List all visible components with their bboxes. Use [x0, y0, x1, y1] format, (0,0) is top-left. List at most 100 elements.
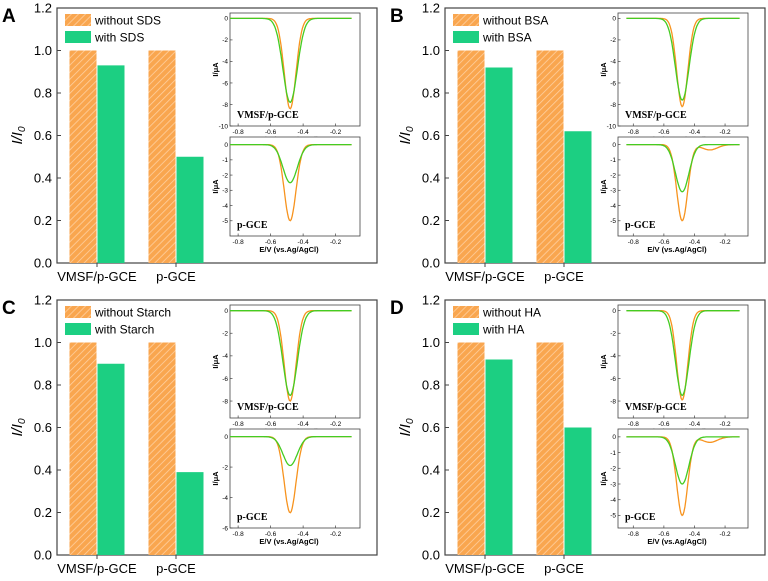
y-tick-label: 1.0 — [34, 335, 52, 350]
y-tick-label: 0.4 — [422, 463, 440, 478]
y-tick-label: 1.2 — [34, 293, 52, 308]
inset-y-tick-label: -2 — [222, 331, 228, 338]
bar-without-pgce — [536, 342, 564, 555]
x-category-label: VMSF/p-GCE — [57, 561, 137, 576]
y-tick-label: 0.2 — [422, 213, 440, 228]
inset-y-tick-label: 0 — [612, 142, 616, 149]
legend-label: without HA — [482, 306, 541, 320]
inset-x-tick-label: -0.6 — [658, 239, 670, 246]
curve-with — [626, 17, 740, 101]
inset-frame — [229, 304, 361, 419]
x-category-label: p-GCE — [156, 269, 196, 284]
y-axis-label: I/I0 — [9, 126, 28, 145]
y-tick-label: 0.4 — [422, 171, 440, 186]
y-tick-label: 0.6 — [34, 128, 52, 143]
bar-without-pgce — [536, 50, 564, 263]
inset-x-axis-label: E/V (vs.Ag/AgCl) — [259, 537, 319, 546]
inset-y-tick-label: -1 — [222, 157, 228, 164]
inset-x-tick-label: -0.2 — [719, 531, 731, 538]
panel-letter: C — [2, 298, 16, 319]
y-axis-label: I/I0 — [397, 418, 416, 437]
inset-pgce: -0.8 -0.6 -0.4 -0.2 0 -2 -4 -6 E/V (vs.Ag/AgCl) I… — [211, 428, 361, 546]
inset-y-tick-label: -4 — [222, 203, 228, 210]
inset-x-tick-label: -0.6 — [658, 531, 670, 538]
legend-label: without Starch — [94, 306, 171, 320]
legend-label: without SDS — [94, 14, 161, 28]
inset-x-tick-label: -0.4 — [298, 421, 310, 428]
legend-swatch-with — [65, 31, 91, 43]
inset-y-tick-label: -1 — [610, 157, 616, 164]
inset-y-tick-label: -3 — [610, 188, 616, 195]
y-tick-label: 0.6 — [422, 128, 440, 143]
inset-y-tick-label: 0 — [612, 434, 616, 441]
inset-frame — [229, 12, 361, 127]
inset-x-tick-label: -0.6 — [265, 239, 277, 246]
inset-y-tick-label: -2 — [222, 464, 228, 471]
x-category-label: VMSF/p-GCE — [445, 269, 525, 284]
inset-y-tick-label: -8 — [610, 102, 616, 109]
y-tick-label: 1.2 — [422, 1, 440, 16]
inset-electrode-name: VMSF/p-GCE — [237, 110, 299, 121]
inset-y-tick-label: -1 — [610, 450, 616, 457]
inset-y-tick-label: -4 — [222, 353, 228, 360]
inset-vmsf: -0.8-0.6-0.4-0.20-2-4-6-8E/V (vs.Ag/AgCl… — [211, 304, 361, 436]
inset-x-tick-label: -0.8 — [628, 239, 640, 246]
legend-label: with HA — [482, 323, 524, 337]
inset-y-axis-label: I/μA — [211, 62, 220, 77]
y-tick-label: 1.2 — [422, 293, 440, 308]
inset-electrode-name: p-GCE — [625, 220, 656, 231]
inset-frame — [617, 428, 749, 529]
inset-electrode-name: p-GCE — [237, 220, 268, 231]
inset-x-axis-label: E/V (vs.Ag/AgCl) — [647, 537, 707, 546]
y-tick-label: 0.0 — [422, 548, 440, 563]
inset-y-tick-label: -5 — [610, 513, 616, 520]
y-tick-label: 0.2 — [422, 505, 440, 520]
bar-without-vmsf — [457, 342, 485, 555]
bar-with-pgce — [564, 131, 592, 263]
inset-x-tick-label: -0.4 — [689, 129, 701, 136]
curve-with — [230, 310, 352, 397]
inset-y-axis-label: I/μA — [211, 354, 220, 369]
inset-y-tick-label: -6 — [222, 525, 228, 532]
curve-with — [230, 435, 352, 467]
curve-with — [230, 143, 352, 184]
inset-pgce: -0.8 -0.6 -0.4 -0.2 0 -1 -2 -3 -4 -5 E/V (vs.Ag/Ag… — [599, 428, 749, 546]
inset-x-tick-label: -0.8 — [233, 421, 245, 428]
x-category-label: VMSF/p-GCE — [57, 269, 137, 284]
curve-with — [626, 310, 740, 397]
inset-y-axis-label: I/μA — [211, 471, 220, 486]
inset-y-tick-label: -4 — [610, 497, 616, 504]
bar-with-pgce — [564, 427, 592, 555]
curve-with — [626, 436, 740, 485]
inset-y-tick-label: -10 — [607, 123, 617, 130]
inset-y-tick-label: -2 — [610, 37, 616, 44]
inset-vmsf: -0.8-0.6-0.4-0.20-2-4-6-8-10E/V (vs.Ag/A… — [211, 12, 361, 144]
bar-without-pgce — [148, 50, 176, 263]
inset-y-tick-label: -2 — [610, 331, 616, 338]
y-axis-label-main: I/I — [397, 132, 414, 145]
inset-y-tick-label: -2 — [610, 466, 616, 473]
y-axis-label-main: I/I — [397, 424, 414, 437]
inset-electrode-name: p-GCE — [625, 512, 656, 523]
legend-label: with Starch — [94, 323, 154, 337]
inset-y-tick-label: -3 — [610, 481, 616, 488]
inset-x-tick-label: -0.8 — [233, 129, 245, 136]
inset-electrode-name: VMSF/p-GCE — [237, 402, 299, 413]
legend-swatch-with — [453, 323, 479, 335]
inset-y-tick-label: 0 — [224, 434, 228, 441]
y-axis-label-main: I/I — [9, 424, 26, 437]
inset-x-tick-label: -0.4 — [298, 129, 310, 136]
y-tick-label: 1.0 — [422, 43, 440, 58]
y-tick-label: 1.0 — [422, 335, 440, 350]
inset-pgce: -0.8 -0.6 -0.4 -0.2 0 -1 -2 -3 -4 -5 E/V (vs.Ag/Ag… — [599, 136, 749, 254]
inset-y-axis-label: I/μA — [211, 179, 220, 194]
inset-x-tick-label: -0.2 — [330, 129, 342, 136]
inset-x-tick-label: -0.4 — [298, 239, 310, 246]
x-category-label: p-GCE — [156, 561, 196, 576]
inset-y-tick-label: -4 — [222, 59, 228, 66]
inset-y-axis-label: I/μA — [599, 471, 608, 486]
y-tick-label: 0.8 — [422, 86, 440, 101]
